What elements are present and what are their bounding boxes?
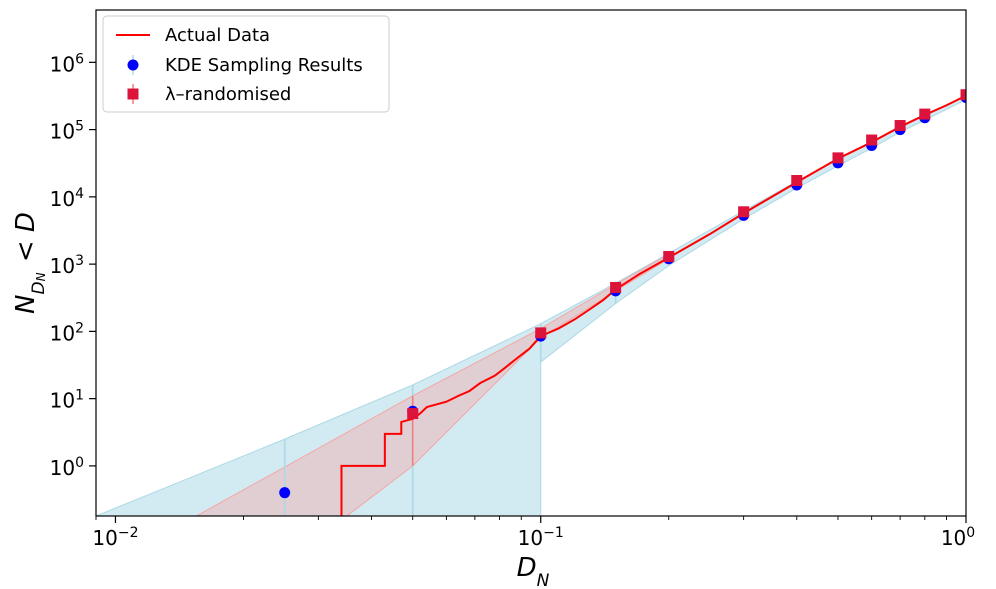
legend-box (102, 15, 390, 113)
y-tick-label-1: 101 (50, 388, 84, 413)
x-tick-label-1: 10−1 (518, 525, 564, 550)
legend-marker-lambda (127, 88, 139, 100)
data-markers (279, 89, 966, 499)
legend-label-actual: Actual Data (165, 25, 270, 46)
marker-lambda-6 (832, 152, 844, 164)
legend-label-kde: KDE Sampling Results (165, 55, 363, 76)
legend-label-lambda: λ–randomised (165, 84, 291, 105)
marker-lambda-4 (738, 206, 750, 218)
marker-lambda-1 (535, 327, 547, 339)
marker-lambda-8 (894, 120, 906, 132)
marker-lambda-9 (919, 108, 931, 120)
line-actual-data (340, 94, 966, 516)
marker-lambda-2 (610, 281, 622, 293)
x-tick-label-0: 10−2 (92, 525, 138, 550)
marker-lambda-3 (663, 250, 675, 262)
y-tick-label-0: 100 (50, 455, 84, 480)
y-tick-label-4: 104 (50, 186, 84, 211)
marker-lambda-10 (960, 89, 966, 101)
y-tick-label-5: 105 (50, 119, 84, 144)
y-tick-label-6: 106 (50, 51, 84, 76)
plot-frame (95, 9, 967, 517)
marker-kde-0 (279, 487, 291, 499)
y-tick-label-3: 103 (50, 253, 84, 278)
legend: Actual Data KDE Sampling Results λ–rando… (102, 15, 390, 113)
marker-lambda-0 (407, 408, 419, 420)
marker-lambda-5 (791, 175, 803, 187)
y-axis-ticks: 100 101 102 103 104 105 106 (50, 51, 96, 480)
marker-lambda-7 (866, 134, 878, 146)
x-tick-label-2: 100 (941, 525, 975, 550)
legend-marker-kde (127, 59, 139, 71)
data-lines (340, 94, 966, 516)
y-tick-label-2: 102 (50, 320, 84, 345)
x-axis-ticks: 10−2 10−1 100 (92, 516, 975, 550)
y-axis-title: NDN < D (11, 212, 49, 314)
x-axis-title: DN (517, 553, 550, 589)
